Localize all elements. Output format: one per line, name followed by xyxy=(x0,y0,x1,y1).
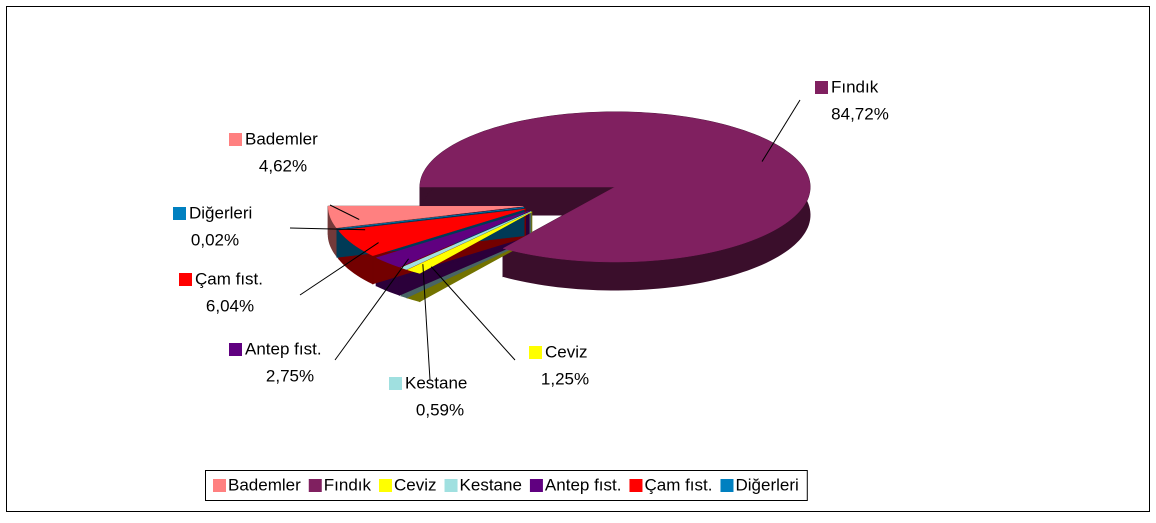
data-label: 1,25% xyxy=(541,369,589,388)
legend-swatch xyxy=(530,479,543,492)
legend-swatch xyxy=(213,479,226,492)
data-label-name: Bademler xyxy=(245,129,318,148)
legend-label: Ceviz xyxy=(394,475,437,494)
data-label: 0,02% xyxy=(191,230,239,249)
data-label-name: Antep fıst. xyxy=(245,339,322,358)
data-label: 2,75% xyxy=(266,366,314,385)
legend-swatch xyxy=(379,479,392,492)
legend-swatch xyxy=(309,479,322,492)
legend-label: Çam fıst. xyxy=(644,475,712,494)
data-label-name: Ceviz xyxy=(545,342,588,361)
data-label: 84,72% xyxy=(831,104,889,123)
legend-label: Diğerleri xyxy=(735,475,798,494)
label-swatch xyxy=(173,207,186,220)
label-swatch xyxy=(229,343,242,356)
legend-swatch xyxy=(445,479,458,492)
label-swatch xyxy=(815,81,828,94)
data-label: 0,59% xyxy=(416,400,464,419)
legend-label: Fındık xyxy=(324,475,372,494)
legend-label: Kestane xyxy=(460,475,522,494)
label-swatch xyxy=(229,133,242,146)
data-label-name: Kestane xyxy=(405,373,467,392)
legend-label: Bademler xyxy=(228,475,301,494)
label-swatch xyxy=(179,273,192,286)
data-label: 4,62% xyxy=(259,156,307,175)
data-label-name: Çam fıst. xyxy=(195,269,263,288)
legend-swatch xyxy=(720,479,733,492)
data-label-name: Diğerleri xyxy=(189,203,252,222)
data-label-name: Fındık xyxy=(831,77,879,96)
legend-swatch xyxy=(629,479,642,492)
data-label: 6,04% xyxy=(206,296,254,315)
label-swatch xyxy=(389,377,402,390)
label-swatch xyxy=(529,346,542,359)
legend-label: Antep fıst. xyxy=(545,475,622,494)
